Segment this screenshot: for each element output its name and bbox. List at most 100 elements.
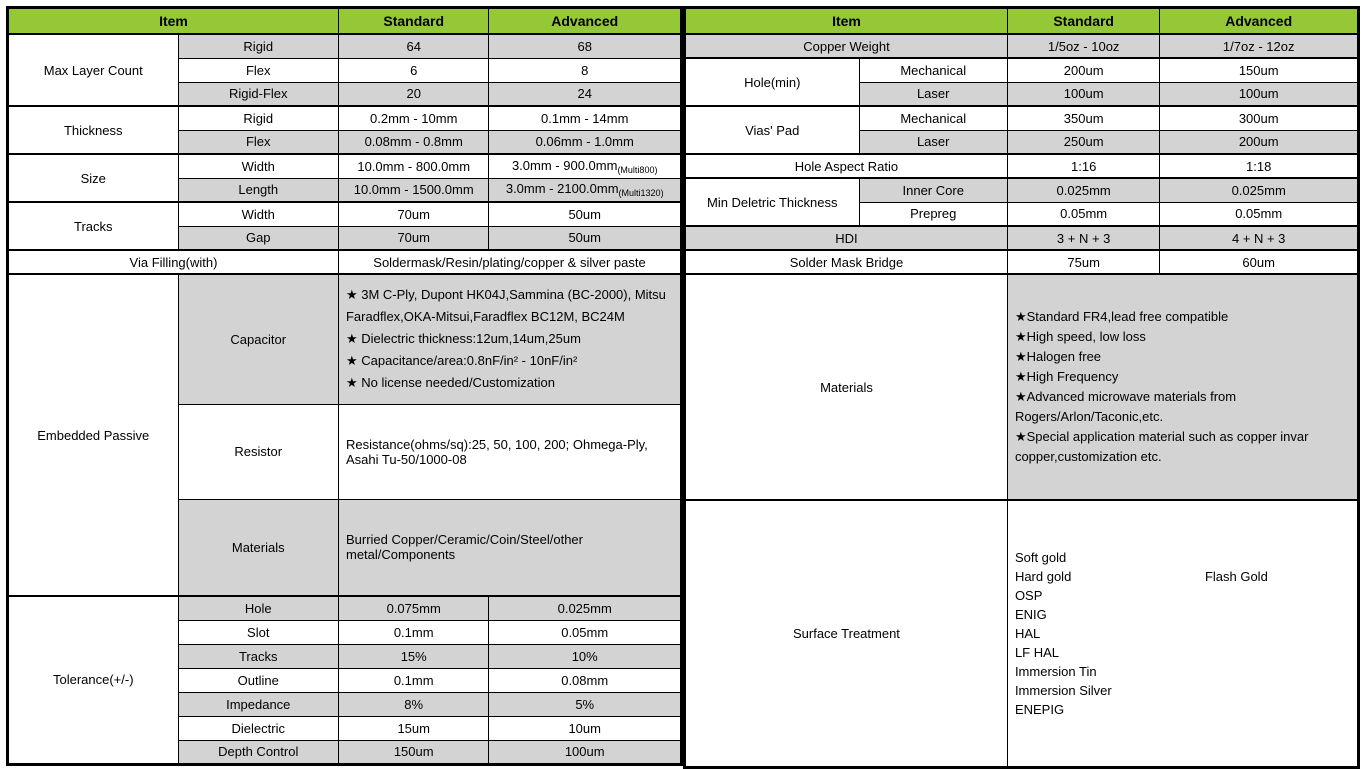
sub-label-laser: Laser	[858, 129, 1008, 155]
value-cell: 100um	[1006, 81, 1161, 107]
value-cell: 50um	[488, 201, 682, 227]
surface-treatment-line: Soft gold	[1014, 549, 1067, 565]
materials-line: ★High speed, low loss	[1014, 329, 1146, 344]
row-label-solder-mask-bridge: Solder Mask Bridge	[684, 249, 1008, 275]
surface-treatment-item-flash-gold: Flash Gold	[1204, 568, 1268, 584]
value-subscript: (Multi1320)	[618, 188, 664, 199]
value-cell: 150um	[337, 739, 490, 765]
surface-treatment-line: ENEPIG	[1014, 701, 1065, 717]
value-cell: 6	[337, 57, 490, 83]
materials-line: ★Advanced microwave materials from Roger…	[1014, 389, 1237, 424]
value-cell: 10um	[488, 715, 682, 741]
value-cell: 8%	[337, 691, 490, 717]
sub-label-inner-core: Inner Core	[858, 177, 1008, 203]
value-cell: 8	[488, 57, 682, 83]
value-cell: 350um	[1006, 105, 1161, 131]
value-text: 3.0mm - 2100.0mm	[505, 181, 619, 197]
value-cell: 68	[488, 33, 682, 59]
capacitor-detail-line: ★ No license needed/Customization	[345, 375, 555, 391]
value-cell: 10.0mm - 1500.0mm	[337, 177, 490, 203]
surface-treatment-line: Immersion Silver	[1014, 682, 1112, 698]
sub-label-materials: Materials	[177, 498, 339, 597]
left-capability-table: Item Standard Advanced Max Layer Count R…	[6, 6, 683, 766]
sub-label-laser: Laser	[858, 81, 1008, 107]
value-cell: 24	[488, 81, 682, 107]
value-cell: 0.025mm	[488, 595, 682, 621]
value-cell: 60um	[1159, 249, 1359, 275]
capability-tables: Item Standard Advanced Max Layer Count R…	[6, 6, 1360, 769]
surface-treatment-line: OSP	[1014, 587, 1043, 603]
materials-details-cell: Burried Copper/Ceramic/Coin/Steel/other …	[337, 498, 683, 597]
value-cell: 3 + N + 3	[1006, 225, 1161, 251]
capacitor-details-cell: ★ 3M C-Ply, Dupont HK04J,Sammina (BC-200…	[337, 273, 683, 405]
value-cell: 200um	[1159, 129, 1359, 155]
value-cell: 3.0mm - 2100.0mm(Multi1320)	[488, 177, 682, 203]
capacitor-detail-line: ★ Dielectric thickness:12um,14um,25um	[345, 331, 581, 347]
materials-line: ★Special application material such as co…	[1014, 429, 1309, 464]
value-cell: 1:16	[1006, 153, 1161, 179]
sub-label-rigid-flex: Rigid-Flex	[177, 81, 339, 107]
resistor-details-cell: Resistance(ohms/sq):25, 50, 100, 200; Oh…	[337, 403, 683, 500]
sub-label-depth-control: Depth Control	[177, 739, 339, 765]
sub-label-resistor: Resistor	[177, 403, 339, 500]
sub-label-capacitor: Capacitor	[177, 273, 339, 405]
surface-treatment-item: Hard gold	[1014, 568, 1072, 584]
surface-treatment-line: Immersion Tin	[1014, 663, 1097, 679]
value-subscript: (Multi800)	[617, 164, 658, 175]
row-label-materials: Materials	[684, 273, 1008, 501]
materials-list-cell: ★Standard FR4,lead free compatible ★High…	[1006, 273, 1360, 501]
value-cell: 1:18	[1159, 153, 1359, 179]
value-cell: 250um	[1006, 129, 1161, 155]
right-header-standard: Standard	[1006, 7, 1161, 35]
value-cell: 5%	[488, 691, 682, 717]
row-label-hole-aspect-ratio: Hole Aspect Ratio	[684, 153, 1008, 179]
group-label-embedded-passive: Embedded Passive	[7, 273, 179, 597]
right-header-advanced: Advanced	[1159, 7, 1359, 35]
sub-label-flex: Flex	[177, 57, 339, 83]
sub-label-tracks: Tracks	[177, 643, 339, 669]
left-header-advanced: Advanced	[488, 7, 682, 35]
value-cell: 15%	[337, 643, 490, 669]
value-cell: 0.1mm - 14mm	[488, 105, 682, 131]
sub-label-dielectric: Dielectric	[177, 715, 339, 741]
value-cell: 4 + N + 3	[1159, 225, 1359, 251]
sub-label-width: Width	[177, 201, 339, 227]
value-cell: 0.08mm - 0.8mm	[337, 129, 490, 155]
value-cell: 0.025mm	[1006, 177, 1161, 203]
value-cell: 0.05mm	[1006, 201, 1161, 227]
value-cell: 0.08mm	[488, 667, 682, 693]
sub-label-flex: Flex	[177, 129, 339, 155]
value-cell: 1/7oz - 12oz	[1159, 33, 1359, 59]
sub-label-hole: Hole	[177, 595, 339, 621]
surface-treatment-line: ENIG	[1014, 606, 1047, 622]
surface-treatment-line: HAL	[1014, 625, 1041, 641]
materials-line: ★Halogen free	[1014, 349, 1102, 364]
value-cell: 300um	[1159, 105, 1359, 131]
group-label-thickness: Thickness	[7, 105, 179, 155]
group-label-hole-min: Hole(min)	[684, 57, 860, 107]
value-cell: Soldermask/Resin/plating/copper & silver…	[337, 249, 683, 275]
value-cell: 0.06mm - 1.0mm	[488, 129, 682, 155]
sub-label-length: Length	[177, 177, 339, 203]
value-cell: 0.1mm	[337, 667, 490, 693]
value-cell: 100um	[488, 739, 682, 765]
surface-treatment-list-cell: Soft gold Hard gold Flash Gold OSP ENIG …	[1006, 499, 1360, 768]
value-text: 3.0mm - 900.0mm	[511, 157, 618, 173]
group-label-tracks: Tracks	[7, 201, 179, 251]
value-cell: 0.05mm	[488, 619, 682, 645]
surface-treatment-line: LF HAL	[1014, 644, 1060, 660]
value-cell: 10%	[488, 643, 682, 669]
sub-label-mechanical: Mechanical	[858, 105, 1008, 131]
sub-label-width: Width	[177, 153, 339, 179]
left-header-standard: Standard	[337, 7, 490, 35]
row-label-copper-weight: Copper Weight	[684, 33, 1008, 59]
value-cell: 0.2mm - 10mm	[337, 105, 490, 131]
row-label-surface-treatment: Surface Treatment	[684, 499, 1008, 768]
row-label-hdi: HDI	[684, 225, 1008, 251]
sub-label-mechanical: Mechanical	[858, 57, 1008, 83]
value-cell: 70um	[337, 201, 490, 227]
value-cell: 75um	[1006, 249, 1161, 275]
sub-label-gap: Gap	[177, 225, 339, 251]
value-cell: 3.0mm - 900.0mm(Multi800)	[488, 153, 682, 179]
materials-line: ★Standard FR4,lead free compatible	[1014, 309, 1229, 324]
